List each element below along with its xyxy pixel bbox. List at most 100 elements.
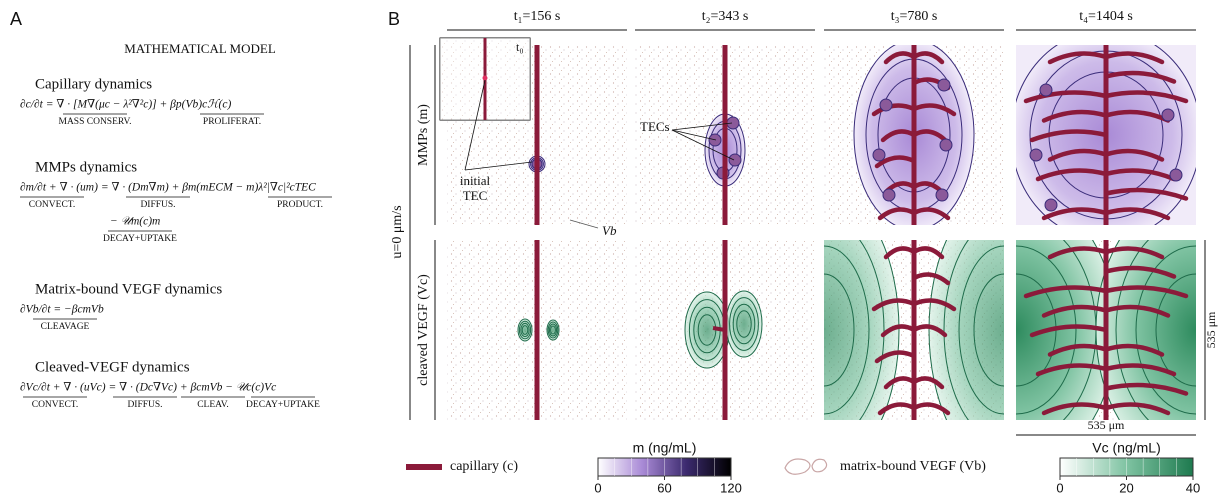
vegf-contour [725,290,763,358]
tec [879,98,893,112]
term-label: DECAY+UPTAKE [246,400,320,410]
sprout [911,298,957,312]
vegf-contour [550,325,556,335]
snapshot [635,45,815,225]
annotation: TECs [640,119,670,134]
sprout [1047,343,1109,357]
equation: ∂c/∂t = ∇ · [M∇(μc − λ²∇²c)] + βp(Vb)cℋ(… [20,99,231,111]
sprout [871,298,917,312]
snapshot [447,240,627,420]
sprout [1041,207,1109,221]
sprout [1029,129,1109,143]
sprout [1023,90,1109,104]
section-heading: Capillary dynamics [35,76,152,92]
sprout [1103,90,1189,104]
section-heading: MMPs dynamics [35,159,137,175]
tec [935,188,949,202]
panel-label: B [388,9,400,29]
term-label: PRODUCT. [277,200,323,210]
sprout [911,402,951,416]
sprout [1103,363,1177,377]
scale-label: 535 μm [1204,311,1218,348]
vegf-contour [732,303,756,345]
snapshot [824,240,1004,420]
colorbar-tick-label: 120 [720,480,742,495]
vegf-contour [517,318,533,342]
tec [1044,198,1058,212]
colorbar-tick-label: 20 [1119,480,1133,495]
tec [882,188,896,202]
sprout [1103,70,1177,84]
pointer [464,79,486,171]
term-label: DIFFUS. [127,400,162,410]
tec [1029,148,1043,162]
snapshot [1016,45,1196,225]
tec [939,138,953,152]
equation: ∂m/∂t + ∇ · (um) = ∇ · (Dm∇m) + βm(mECM … [20,182,316,194]
sprout [880,324,917,338]
equation: ∂Vc/∂t + ∇ · (uVc) = ∇ · (Dc∇Vc) + βcmVb… [20,382,276,394]
row-label: cleaved VEGF (Vc) [416,274,431,386]
sprout [1103,382,1189,396]
term-label: CLEAVAGE [41,322,90,332]
section-heading: Matrix-bound VEGF dynamics [35,281,222,297]
vegf-contour [548,323,558,337]
panel-label: A [10,9,22,29]
sprout [1047,148,1109,162]
sprout [1035,168,1109,182]
vegf-contour [824,240,900,420]
sprout [911,129,948,143]
vegf-contour [1135,245,1196,415]
term-label: MASS CONSERV. [59,117,132,127]
sprout [1103,148,1165,162]
term-label: PROLIFERAT. [203,117,261,127]
colorbar-tick-label: 0 [594,480,601,495]
row-label: MMPs (m) [416,104,431,166]
vegf-contour [943,240,969,420]
annotation: TEC [463,188,488,203]
sprout [911,103,957,117]
vegf-contour [1016,245,1077,415]
tec [1169,168,1183,182]
section-heading: Cleaved-VEGF dynamics [35,359,190,375]
sprout [1103,343,1165,357]
sprout [1103,168,1177,182]
sprout [874,350,917,364]
vegf-contour [518,320,532,340]
model-title: MATHEMATICAL MODEL [124,41,276,56]
sprout [911,207,951,221]
sprout [1103,207,1171,221]
tec [1039,83,1053,97]
sprout [911,272,951,286]
sprout [877,207,917,221]
vegf-contour [546,319,560,341]
vegf-contour [547,321,559,339]
sprout [1103,265,1177,279]
tec [728,153,742,167]
legend-label: capillary (c) [450,459,518,474]
legend-label: matrix-bound VEGF (Vb) [840,459,986,474]
sprout [1103,109,1171,123]
sprout [1041,109,1109,123]
equation: − 𝒰m(c)m [110,216,160,228]
snapshot [635,240,815,420]
sprout [1041,304,1109,318]
sprout [880,129,917,143]
inset-time: t₀ [516,40,524,54]
column-title: t₄=1404 s [1079,9,1133,24]
vegf-contour [958,245,1004,415]
vegf-contour [520,322,530,338]
sprout [1103,285,1189,299]
sprout [1103,51,1165,65]
vegf-contour [1115,240,1150,420]
sprout [1047,246,1109,260]
annotation: Vb [602,223,617,238]
vegf-contour [859,240,885,420]
sprout [1029,324,1109,338]
inset-tec [482,75,488,81]
snapshot [1016,240,1196,420]
tec [937,78,951,92]
sprout [874,155,917,169]
column-title: t₂=343 s [702,9,749,24]
vegf-contour [521,325,529,335]
